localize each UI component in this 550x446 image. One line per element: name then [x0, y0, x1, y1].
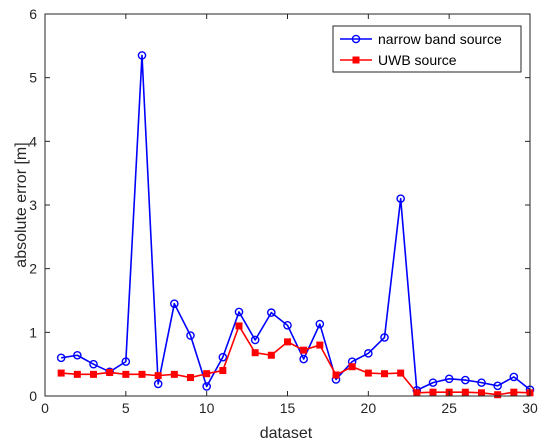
y-tick-label: 2 — [29, 261, 37, 277]
x-tick-label: 0 — [41, 400, 49, 416]
legend-marker — [351, 34, 361, 44]
data-point — [73, 370, 81, 378]
data-point — [73, 350, 82, 360]
y-tick-label: 6 — [29, 6, 37, 22]
series-1 — [56, 51, 535, 395]
data-point — [461, 388, 469, 396]
data-point — [364, 349, 373, 358]
data-point — [444, 374, 454, 384]
data-point — [396, 194, 405, 203]
data-point — [316, 341, 324, 349]
data-point — [187, 374, 194, 382]
data-point — [267, 351, 275, 359]
legend-label: narrow band source — [378, 31, 502, 47]
x-tick-label: 20 — [361, 400, 377, 416]
data-point — [300, 346, 308, 354]
data-point — [250, 335, 260, 345]
data-point — [202, 382, 211, 391]
data-point — [348, 363, 356, 371]
axes-layer: 0 5 10 15 20 25 30 0 1 2 3 4 5 6 — [29, 6, 538, 416]
data-point — [494, 391, 502, 399]
data-point — [121, 357, 131, 366]
x-tick-label: 5 — [122, 400, 130, 416]
data-point — [186, 331, 195, 340]
data-point — [477, 378, 486, 387]
data-point — [510, 388, 518, 396]
y-tick-label: 5 — [29, 70, 37, 86]
data-point — [235, 322, 243, 330]
data-point — [234, 307, 244, 317]
y-tick-label: 4 — [29, 133, 37, 149]
data-point — [56, 353, 66, 363]
data-point — [509, 372, 519, 382]
data-point — [428, 378, 438, 387]
data-point — [203, 370, 211, 378]
data-point — [299, 354, 308, 364]
series-line — [61, 54, 531, 392]
data-point — [90, 370, 97, 378]
y-tick-label: 1 — [29, 324, 37, 340]
data-point — [397, 369, 405, 377]
series-2 — [57, 322, 534, 399]
data-point — [381, 370, 388, 378]
data-point — [429, 388, 437, 396]
legend-item-1: narrow band source — [340, 31, 502, 47]
data-point — [461, 375, 470, 385]
data-point — [380, 333, 389, 342]
legend-label: UWB source — [378, 52, 457, 68]
data-point — [219, 367, 227, 375]
data-point — [284, 338, 291, 346]
data-point — [122, 370, 130, 378]
data-point — [57, 369, 65, 377]
x-axis-label: dataset — [260, 425, 313, 442]
data-point — [267, 308, 276, 317]
legend: narrow band source UWB source — [332, 25, 522, 73]
data-point — [251, 349, 259, 357]
data-point — [478, 389, 485, 397]
y-tick-label: 0 — [29, 388, 37, 404]
plot-area — [45, 14, 530, 396]
data-point — [138, 370, 146, 378]
data-point — [332, 371, 340, 379]
data-point — [364, 369, 372, 377]
x-tick-label: 25 — [441, 400, 457, 416]
data-point — [315, 319, 325, 329]
legend-marker — [352, 56, 360, 64]
data-point — [493, 381, 502, 391]
data-point — [170, 370, 178, 378]
data-point — [106, 368, 114, 376]
x-tick-label: 30 — [522, 400, 538, 416]
data-point — [218, 352, 228, 362]
data-point — [154, 372, 162, 380]
data-point — [153, 379, 163, 389]
plot-background — [45, 14, 530, 396]
legend-box — [332, 25, 522, 73]
data-point — [137, 51, 147, 60]
data-point — [283, 321, 292, 330]
y-tick-label: 3 — [29, 197, 37, 213]
series-layer — [56, 51, 535, 399]
y-axis-label: absolute error [m] — [13, 142, 30, 267]
x-tick-label: 10 — [199, 400, 215, 416]
data-point — [170, 299, 179, 308]
data-point — [89, 359, 98, 369]
legend-item-2: UWB source — [340, 52, 457, 68]
x-tick-label: 15 — [280, 400, 296, 416]
data-point — [413, 389, 421, 397]
